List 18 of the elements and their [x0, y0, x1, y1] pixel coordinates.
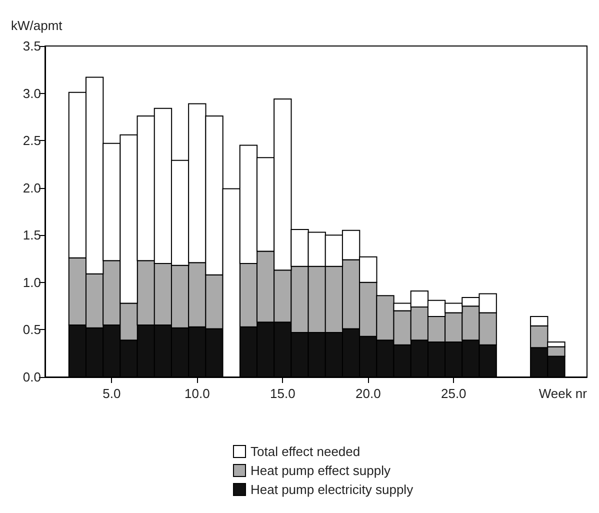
x-tick-label: 15.0: [270, 386, 296, 401]
x-tick-label: 10.0: [184, 386, 210, 401]
y-axis-title: kW/apmt: [11, 18, 63, 33]
x-tick-label: 25.0: [440, 386, 466, 401]
legend-label: Total effect needed: [250, 444, 360, 459]
x-tick-label: 20.0: [355, 386, 381, 401]
x-axis-title: Week nr: [538, 386, 588, 401]
legend-label: Heat pump electricity supply: [250, 482, 414, 497]
y-tick-label: 0.0: [22, 370, 41, 384]
legend-label: Heat pump effect supply: [250, 463, 391, 478]
y-tick-label: 0.5: [22, 322, 41, 338]
y-tick-label: 3.5: [22, 38, 41, 54]
y-tick-label: 2.5: [22, 133, 41, 148]
y-tick-label: 1.5: [22, 228, 41, 243]
y-tick-label: 3.0: [22, 86, 41, 101]
x-tick-label: 5.0: [102, 386, 121, 401]
y-tick-label: 2.0: [22, 180, 41, 196]
y-tick-label: 1.0: [22, 274, 41, 290]
